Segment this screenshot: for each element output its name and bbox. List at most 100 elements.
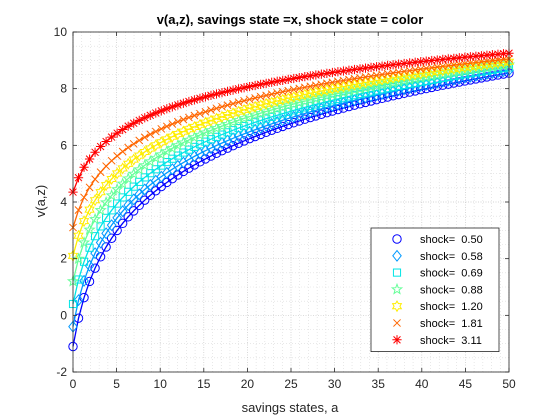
data-point	[366, 62, 376, 73]
data-point	[255, 99, 266, 112]
data-point	[349, 78, 360, 91]
data-point	[233, 138, 244, 148]
data-point	[95, 141, 106, 152]
data-point	[245, 120, 254, 129]
x-tick-label: 25	[284, 377, 298, 391]
data-point	[117, 205, 128, 218]
data-point	[162, 104, 172, 114]
data-point	[107, 132, 117, 142]
legend-entry: shock= 0.69	[420, 268, 483, 280]
data-point	[84, 203, 95, 216]
data-point	[112, 225, 122, 236]
data-point	[77, 236, 91, 248]
data-point	[405, 58, 415, 68]
data-point	[222, 86, 233, 96]
data-point	[271, 94, 283, 108]
data-point	[327, 82, 338, 95]
data-point	[73, 173, 84, 183]
data-point	[190, 142, 199, 151]
data-point	[211, 112, 222, 125]
data-point	[288, 90, 299, 104]
data-point	[84, 276, 95, 287]
data-point	[123, 212, 133, 222]
data-point	[255, 129, 266, 140]
x-tick-label: 20	[241, 377, 255, 391]
data-point	[344, 65, 354, 75]
data-point	[326, 88, 339, 100]
data-point	[122, 157, 134, 170]
data-point	[331, 87, 345, 99]
data-point	[151, 127, 160, 136]
data-point	[195, 147, 205, 160]
data-point	[217, 130, 227, 139]
data-point	[84, 154, 95, 164]
data-point	[73, 294, 84, 307]
data-point	[217, 136, 227, 150]
data-point	[94, 203, 107, 216]
data-point	[267, 77, 277, 87]
data-point	[123, 199, 134, 212]
data-point	[278, 75, 288, 85]
data-point	[189, 160, 200, 170]
data-point	[146, 130, 155, 139]
series-asterisk	[68, 48, 514, 197]
legend-box	[370, 227, 500, 352]
legend: shock= 0.50 shock= 0.58 shock= 0.69 shock= …	[370, 227, 500, 352]
series-square	[68, 63, 514, 309]
data-point	[337, 85, 350, 98]
data-point	[371, 74, 382, 87]
data-point	[161, 133, 173, 146]
data-point	[449, 53, 459, 63]
data-point	[91, 175, 99, 184]
data-point	[99, 195, 113, 208]
series-line	[72, 66, 510, 305]
series-x	[69, 54, 513, 232]
data-point	[267, 112, 276, 121]
x-tick-label: 45	[459, 377, 473, 391]
x-tick-label: 10	[154, 377, 168, 391]
data-point	[140, 195, 150, 205]
data-point	[150, 139, 162, 152]
data-point	[454, 53, 464, 63]
data-point	[128, 153, 139, 166]
data-point	[311, 70, 321, 80]
data-point	[309, 92, 322, 104]
data-point	[211, 89, 222, 99]
data-point	[157, 124, 166, 133]
legend-marker	[392, 268, 402, 277]
legend-entry: shock= 0.50	[420, 234, 483, 246]
legend-marker	[390, 282, 404, 295]
data-point	[371, 62, 382, 72]
data-point	[321, 83, 333, 96]
data-point	[294, 89, 305, 102]
data-point	[354, 77, 366, 90]
data-point	[216, 110, 228, 123]
data-point	[250, 131, 260, 142]
data-point	[465, 52, 475, 62]
data-point	[200, 92, 211, 102]
data-point	[256, 79, 266, 89]
data-point	[244, 81, 255, 92]
data-point	[145, 190, 155, 201]
legend-marker	[392, 234, 402, 244]
data-point	[101, 242, 111, 252]
data-point	[251, 118, 260, 127]
data-point	[315, 90, 328, 103]
data-point	[443, 79, 453, 89]
data-point	[437, 75, 448, 88]
data-point	[91, 232, 100, 241]
data-point	[190, 111, 199, 120]
data-point	[145, 142, 156, 155]
data-point	[427, 55, 437, 66]
data-point	[222, 143, 233, 153]
data-point	[201, 107, 210, 116]
data-point	[310, 104, 321, 117]
data-point	[201, 137, 210, 146]
data-point	[88, 212, 102, 225]
data-point	[239, 83, 249, 93]
data-point	[138, 158, 151, 171]
data-point	[78, 215, 90, 228]
data-point	[299, 88, 311, 101]
legend-entry: shock= 1.81	[420, 318, 483, 330]
